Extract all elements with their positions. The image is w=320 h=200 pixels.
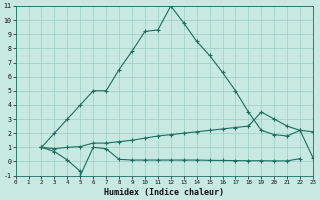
X-axis label: Humidex (Indice chaleur): Humidex (Indice chaleur) — [104, 188, 224, 197]
